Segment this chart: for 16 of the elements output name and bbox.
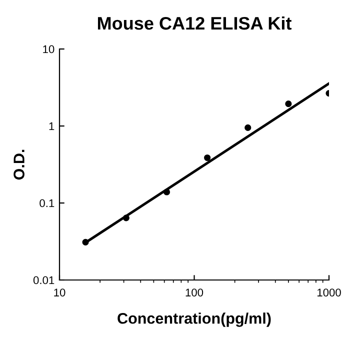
point xyxy=(122,214,130,222)
point xyxy=(163,188,170,196)
point xyxy=(244,124,252,132)
x-tick-label: 100 xyxy=(186,288,204,296)
chart-title: Mouse CA12 ELISA Kit xyxy=(98,16,292,30)
y-tick-label: 1 xyxy=(49,122,54,130)
y-axis-title: O.D. xyxy=(14,150,24,180)
x-tick-label: 10 xyxy=(54,288,66,296)
y-tick-label: 10 xyxy=(43,45,54,54)
x-axis-title: Concentration(pg/ml) xyxy=(118,312,271,327)
point xyxy=(82,238,89,246)
point xyxy=(285,100,292,108)
point xyxy=(204,154,211,162)
x-tick-label: 1000 xyxy=(317,288,341,296)
y-tick-label: 0.1 xyxy=(40,199,54,208)
y-tick-label: 0.01 xyxy=(33,276,54,284)
